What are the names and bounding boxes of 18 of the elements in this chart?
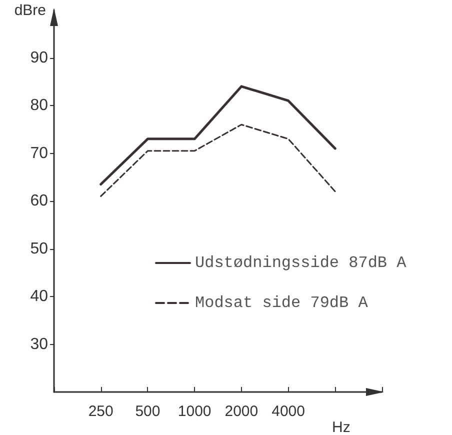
y-tick-label: 40 bbox=[30, 288, 48, 305]
y-tick-label: 30 bbox=[30, 336, 48, 353]
y-tick-label: 50 bbox=[30, 240, 48, 258]
legend-label: Udstødningsside 87dB A bbox=[195, 254, 407, 272]
x-tick-label: 250 bbox=[88, 403, 114, 420]
legend-label: Modsat side 79dB A bbox=[195, 294, 368, 312]
line-series bbox=[100, 85, 336, 186]
y-tick-label: 60 bbox=[30, 192, 48, 210]
x-tick-label: 2000 bbox=[224, 403, 258, 420]
y-axis-title: dBre bbox=[14, 2, 46, 19]
x-axis-title: Hz bbox=[332, 419, 350, 435]
y-tick-label: 90 bbox=[30, 49, 48, 66]
x-tick-label: 1000 bbox=[178, 403, 212, 420]
y-tick-label: 80 bbox=[30, 97, 48, 114]
line-series bbox=[100, 124, 336, 197]
y-tick-label: 70 bbox=[30, 144, 48, 162]
x-tick-label: 500 bbox=[135, 403, 160, 420]
x-tick-label: 4000 bbox=[272, 403, 305, 420]
